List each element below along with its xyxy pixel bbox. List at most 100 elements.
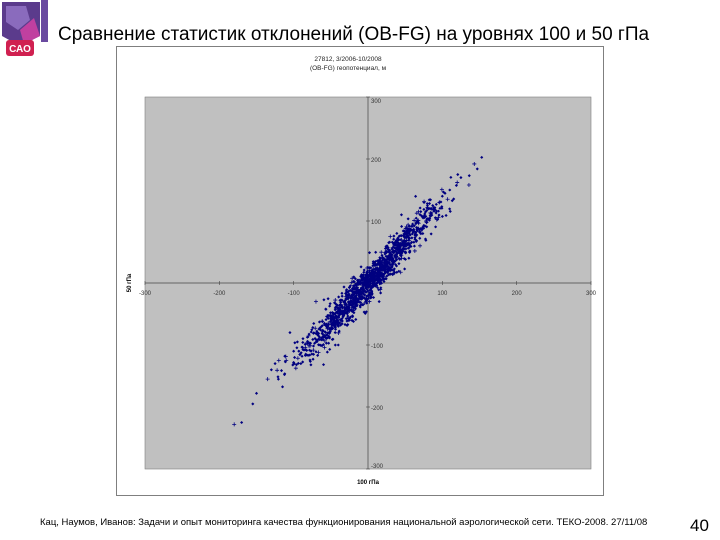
data-point bbox=[380, 253, 384, 257]
data-point bbox=[292, 361, 296, 365]
data-point bbox=[360, 281, 364, 285]
data-point bbox=[325, 325, 329, 330]
data-point bbox=[434, 217, 439, 222]
data-point bbox=[336, 311, 340, 315]
data-point bbox=[299, 362, 303, 366]
data-point bbox=[360, 303, 364, 307]
data-point bbox=[388, 268, 392, 272]
data-point bbox=[312, 331, 316, 335]
scatter-chart: 27812, 3/2006-10/2008 (OB-FG) геопотенциа… bbox=[127, 56, 597, 486]
data-point bbox=[320, 331, 324, 336]
data-point bbox=[414, 211, 419, 216]
data-point bbox=[357, 280, 361, 284]
data-point bbox=[362, 281, 366, 285]
data-point bbox=[340, 322, 344, 326]
data-point bbox=[382, 260, 387, 264]
data-point bbox=[338, 318, 342, 322]
data-point bbox=[412, 227, 416, 231]
data-point bbox=[310, 328, 314, 332]
data-point bbox=[303, 345, 308, 350]
data-point bbox=[466, 183, 471, 188]
data-point bbox=[305, 335, 309, 339]
data-point bbox=[336, 318, 340, 322]
data-point bbox=[362, 296, 366, 300]
data-point bbox=[443, 191, 447, 195]
logo-text: САО bbox=[9, 44, 31, 55]
chart-frame: 27812, 3/2006-10/2008 (OB-FG) геопотенциа… bbox=[116, 46, 604, 496]
data-point bbox=[368, 283, 373, 288]
data-point bbox=[330, 323, 334, 327]
data-point bbox=[293, 366, 298, 371]
slide-title: Сравнение статистик отклонений (OB-FG) н… bbox=[58, 24, 650, 45]
data-point bbox=[384, 244, 388, 249]
data-point bbox=[302, 348, 306, 352]
data-point bbox=[335, 321, 339, 325]
data-point bbox=[418, 243, 423, 248]
data-point bbox=[390, 259, 394, 263]
data-point bbox=[383, 276, 388, 281]
data-point bbox=[298, 352, 302, 356]
data-point bbox=[295, 346, 299, 350]
y-tick-label: 200 bbox=[371, 158, 382, 164]
data-point bbox=[335, 307, 340, 312]
data-point bbox=[393, 243, 397, 247]
data-point bbox=[392, 272, 396, 276]
data-point bbox=[361, 283, 365, 287]
data-point bbox=[406, 222, 411, 227]
data-point bbox=[414, 216, 418, 220]
x-tick-label: 200 bbox=[512, 291, 523, 297]
data-point bbox=[382, 269, 386, 273]
institute-logo: САО bbox=[0, 0, 48, 64]
data-point bbox=[279, 369, 284, 373]
data-point bbox=[337, 295, 341, 299]
data-point bbox=[449, 175, 453, 179]
data-point bbox=[402, 231, 407, 236]
data-point bbox=[437, 200, 442, 205]
x-tick-label: -300 bbox=[139, 291, 152, 297]
data-point bbox=[373, 275, 378, 280]
data-point bbox=[351, 319, 356, 323]
data-point bbox=[395, 250, 399, 254]
data-point bbox=[475, 167, 479, 171]
data-point bbox=[472, 161, 477, 166]
data-point bbox=[331, 311, 336, 315]
data-point bbox=[347, 318, 351, 322]
data-point bbox=[342, 313, 346, 318]
x-tick-label: 300 bbox=[586, 291, 597, 297]
data-point bbox=[402, 257, 406, 261]
y-tick-label: -100 bbox=[371, 344, 384, 350]
data-point bbox=[251, 402, 255, 406]
data-point bbox=[354, 317, 358, 322]
data-point bbox=[340, 305, 344, 309]
data-point bbox=[322, 338, 327, 343]
data-point bbox=[399, 237, 404, 242]
data-point bbox=[356, 293, 361, 298]
data-point bbox=[313, 299, 318, 304]
data-point bbox=[400, 252, 404, 256]
data-point bbox=[265, 377, 270, 382]
data-point bbox=[358, 295, 362, 299]
chart-title: 27812, 3/2006-10/2008 (OB-FG) геопотенциа… bbox=[310, 56, 387, 72]
data-point bbox=[440, 194, 444, 198]
y-tick-label: 300 bbox=[371, 99, 382, 105]
x-tick-label: -100 bbox=[288, 291, 301, 297]
footer-citation: Кац, Наумов, Иванов: Задачи и опыт монит… bbox=[40, 517, 648, 528]
data-point bbox=[383, 264, 388, 269]
data-point bbox=[342, 305, 347, 310]
data-point bbox=[378, 266, 382, 270]
data-point bbox=[351, 306, 356, 310]
data-point bbox=[431, 204, 435, 208]
data-point bbox=[345, 308, 349, 312]
data-point bbox=[292, 349, 296, 353]
data-point bbox=[428, 210, 433, 215]
data-point bbox=[333, 316, 337, 321]
data-point bbox=[320, 324, 324, 328]
data-point bbox=[322, 345, 327, 350]
data-point bbox=[440, 206, 444, 210]
data-point bbox=[300, 354, 304, 358]
data-point bbox=[421, 226, 425, 230]
data-point bbox=[337, 305, 342, 310]
data-point bbox=[434, 211, 438, 215]
data-point bbox=[328, 304, 332, 308]
data-point bbox=[433, 206, 437, 210]
